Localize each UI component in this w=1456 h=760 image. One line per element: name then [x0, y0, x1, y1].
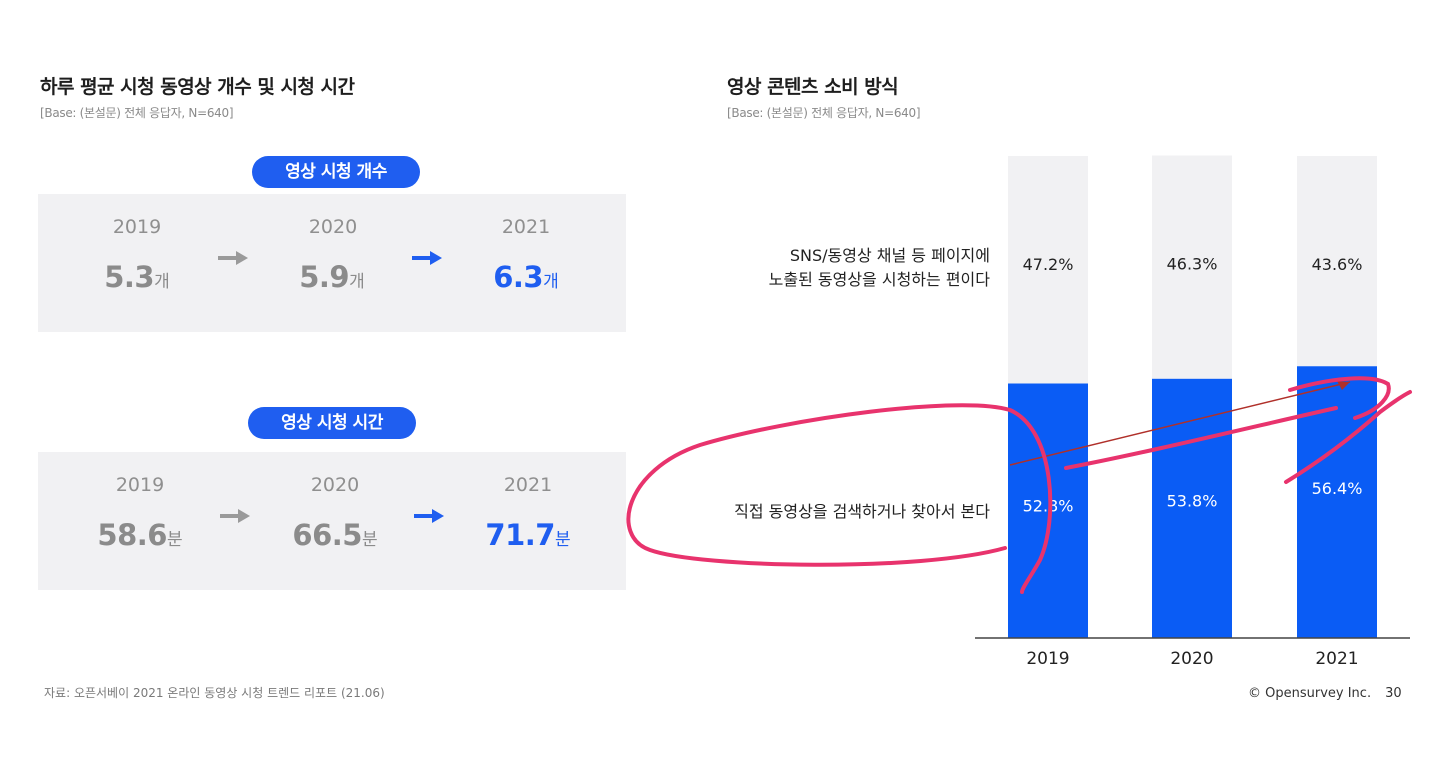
time-value-2020: 66.5분 [292, 518, 378, 552]
trend-arrow-line [1009, 381, 1351, 466]
copyright: © Opensurvey Inc. 30 [1248, 686, 1402, 701]
count-panel: 2019 5.3개 2020 5.9개 2021 6.3개 [38, 194, 626, 332]
bar-search-2021 [1297, 366, 1377, 638]
arrow-right-icon [414, 509, 444, 523]
time-value-2019: 58.6분 [97, 518, 183, 552]
trend-arrowhead-icon [1337, 381, 1350, 390]
bar-exposed-2021 [1297, 156, 1377, 367]
data-label-search-2021: 56.4% [1312, 479, 1363, 498]
count-value-2019: 5.3개 [104, 260, 170, 294]
bar-search-2020 [1152, 378, 1232, 638]
count-badge: 영상 시청 개수 [252, 156, 420, 188]
count-year-2020: 2020 [308, 216, 358, 238]
annotation-hook-scribble [1284, 390, 1412, 484]
page-number: 30 [1385, 686, 1402, 701]
time-panel: 2019 58.6분 2020 66.5분 2021 71.7분 [38, 452, 626, 590]
arrow-right-icon [220, 509, 250, 523]
annotation-circle-scribble [626, 403, 1053, 594]
right-title: 영상 콘텐츠 소비 방식 [727, 76, 899, 98]
time-year-2020: 2020 [310, 474, 360, 496]
left-base-note: [Base: (본설문) 전체 응답자, N=640] [40, 106, 234, 120]
time-value-2021: 71.7분 [485, 518, 571, 552]
series-label-exposed: SNS/동영상 채널 등 페이지에 노출된 동영상을 시청하는 편이다 [768, 246, 990, 289]
bar-exposed-2019 [1008, 156, 1088, 384]
x-tick-label-2020: 2020 [1170, 649, 1213, 669]
data-label-exposed-2019: 47.2% [1023, 255, 1074, 274]
series-label-search: 직접 동영상을 검색하거나 찾아서 본다 [734, 502, 990, 521]
arrow-right-icon [218, 251, 248, 265]
annotation-arrow-scribble [1064, 376, 1391, 470]
data-label-search-2020: 53.8% [1167, 492, 1218, 511]
right-base-note: [Base: (본설문) 전체 응답자, N=640] [727, 106, 921, 120]
time-badge: 영상 시청 시간 [248, 407, 416, 439]
data-label-exposed-2020: 46.3% [1167, 255, 1218, 274]
count-year-2021: 2021 [501, 216, 551, 238]
source-note: 자료: 오픈서베이 2021 온라인 동영상 시청 트렌드 리포트 (21.06… [44, 686, 385, 700]
data-label-search-2019: 52.8% [1023, 497, 1074, 516]
count-year-2019: 2019 [112, 216, 162, 238]
left-title: 하루 평균 시청 동영상 개수 및 시청 시간 [40, 76, 355, 98]
data-label-exposed-2021: 43.6% [1312, 255, 1363, 274]
time-year-2019: 2019 [115, 474, 165, 496]
time-year-2021: 2021 [503, 474, 553, 496]
count-value-2021: 6.3개 [493, 260, 559, 294]
x-tick-label-2021: 2021 [1315, 649, 1358, 669]
x-tick-label-2019: 2019 [1026, 649, 1069, 669]
count-value-2020: 5.9개 [299, 260, 365, 294]
bar-search-2019 [1008, 383, 1088, 638]
arrow-right-icon [412, 251, 442, 265]
bar-exposed-2020 [1152, 155, 1232, 379]
